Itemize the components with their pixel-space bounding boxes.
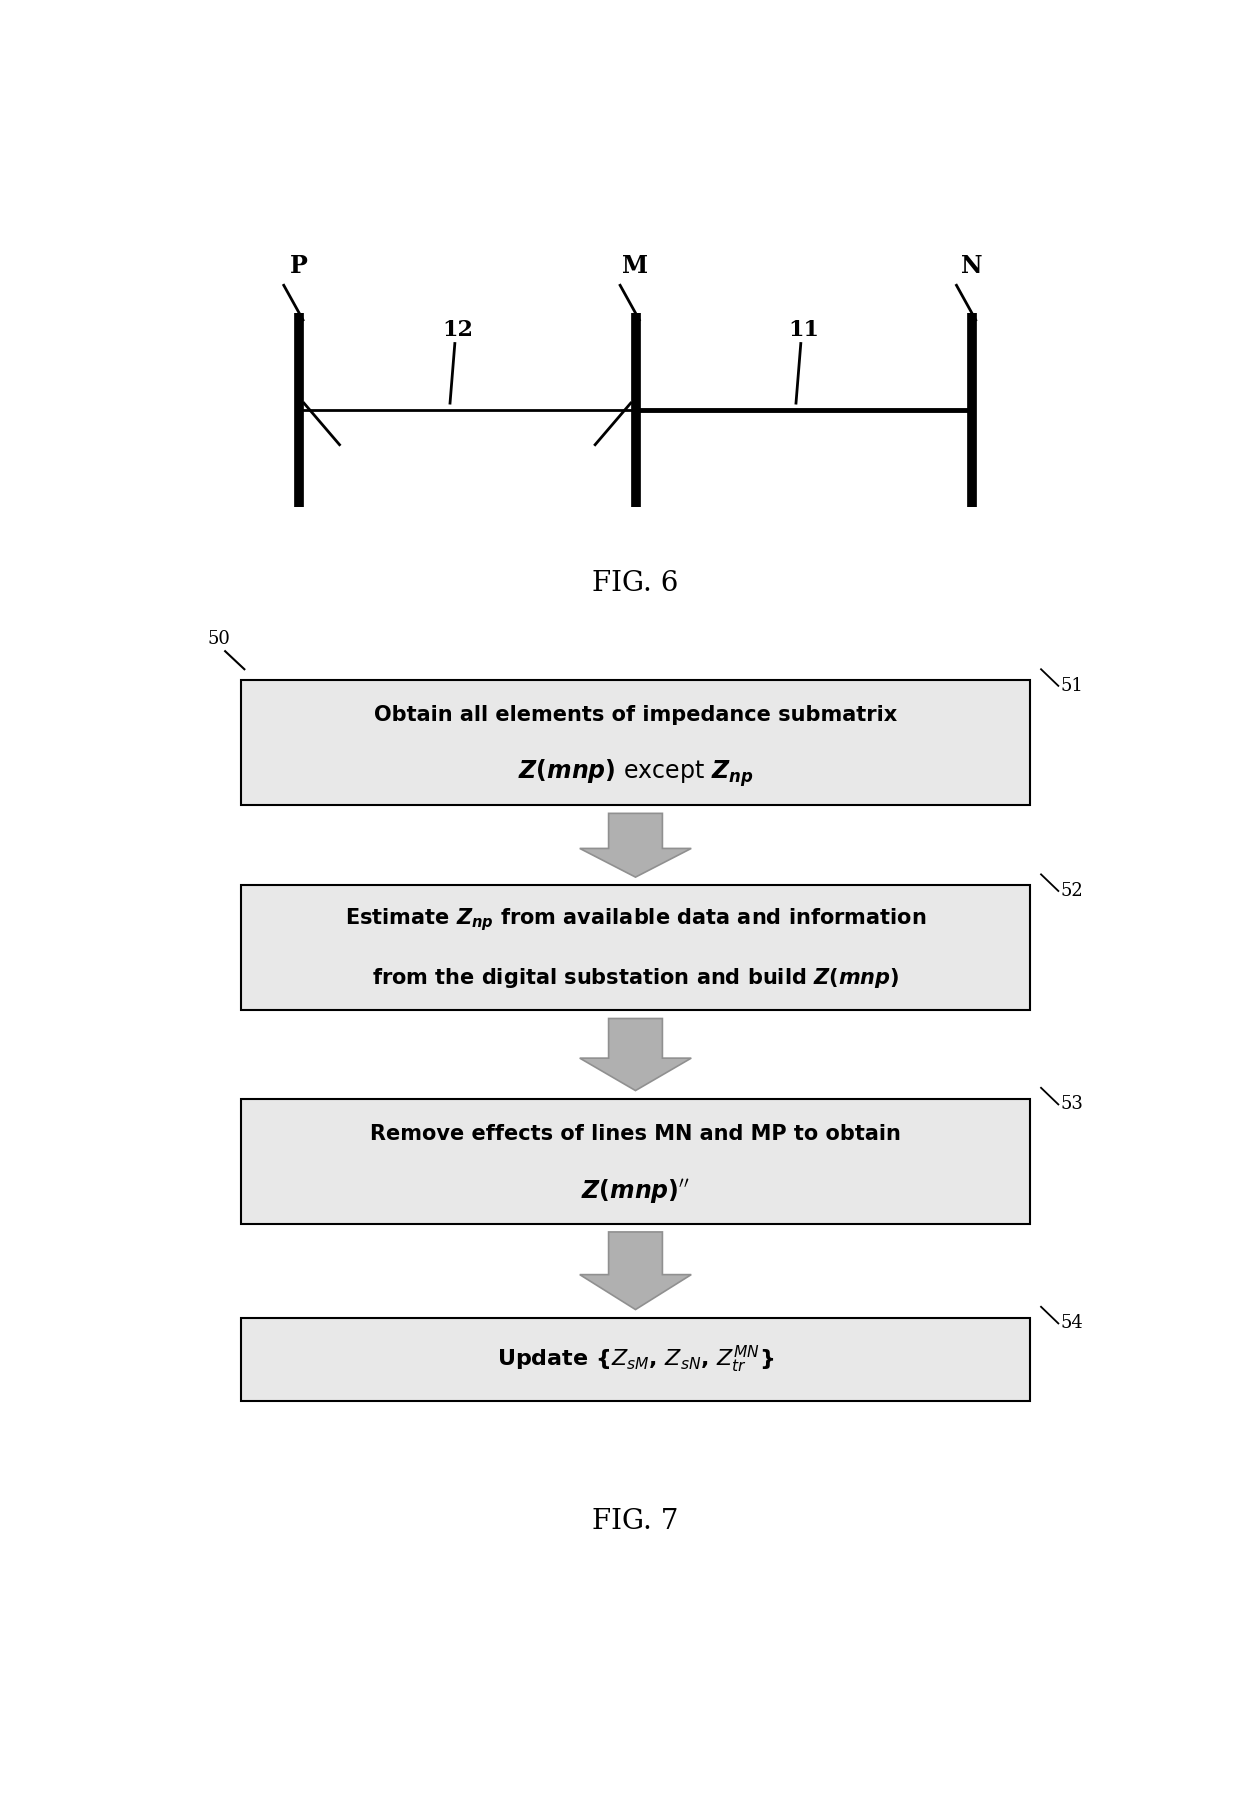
Text: M: M [622, 254, 649, 279]
Text: 51: 51 [1060, 677, 1083, 695]
Text: 52: 52 [1060, 882, 1083, 900]
FancyBboxPatch shape [242, 680, 1029, 805]
Text: N: N [961, 254, 982, 279]
Text: FIG. 7: FIG. 7 [593, 1508, 678, 1535]
Text: 50: 50 [208, 630, 231, 648]
Text: from the digital substation and build $\boldsymbol{Z(mnp)}$: from the digital substation and build $\… [372, 967, 899, 990]
Polygon shape [580, 1019, 691, 1091]
Text: 11: 11 [789, 319, 820, 340]
FancyBboxPatch shape [242, 1318, 1029, 1400]
Text: $\boldsymbol{Z}$$\boldsymbol{(mnp)}$ except $\boldsymbol{Z}_{\boldsymbol{np}}$: $\boldsymbol{Z}$$\boldsymbol{(mnp)}$ exc… [518, 758, 753, 788]
FancyBboxPatch shape [242, 886, 1029, 1010]
Text: Update $\boldsymbol{\{}$$\boldsymbol{Z_{sM}}$$\boldsymbol{,}$ $\boldsymbol{Z_{sN: Update $\boldsymbol{\{}$$\boldsymbol{Z_{… [497, 1345, 774, 1375]
FancyBboxPatch shape [242, 1098, 1029, 1224]
Text: Remove effects of lines MN and MP to obtain: Remove effects of lines MN and MP to obt… [370, 1123, 901, 1143]
Text: 12: 12 [443, 319, 474, 340]
Text: $\boldsymbol{Z(mnp)}^{\prime\prime}$: $\boldsymbol{Z(mnp)}^{\prime\prime}$ [582, 1177, 689, 1206]
Text: 54: 54 [1060, 1314, 1083, 1332]
Text: FIG. 6: FIG. 6 [593, 571, 678, 598]
Polygon shape [580, 1231, 691, 1310]
Polygon shape [580, 814, 691, 877]
Text: 53: 53 [1060, 1096, 1083, 1114]
Text: P: P [290, 254, 308, 279]
Text: Obtain all elements of impedance submatrix: Obtain all elements of impedance submatr… [374, 706, 897, 725]
Text: Estimate $\boldsymbol{Z}_{\boldsymbol{np}}$ from available data and information: Estimate $\boldsymbol{Z}_{\boldsymbol{np… [345, 907, 926, 934]
